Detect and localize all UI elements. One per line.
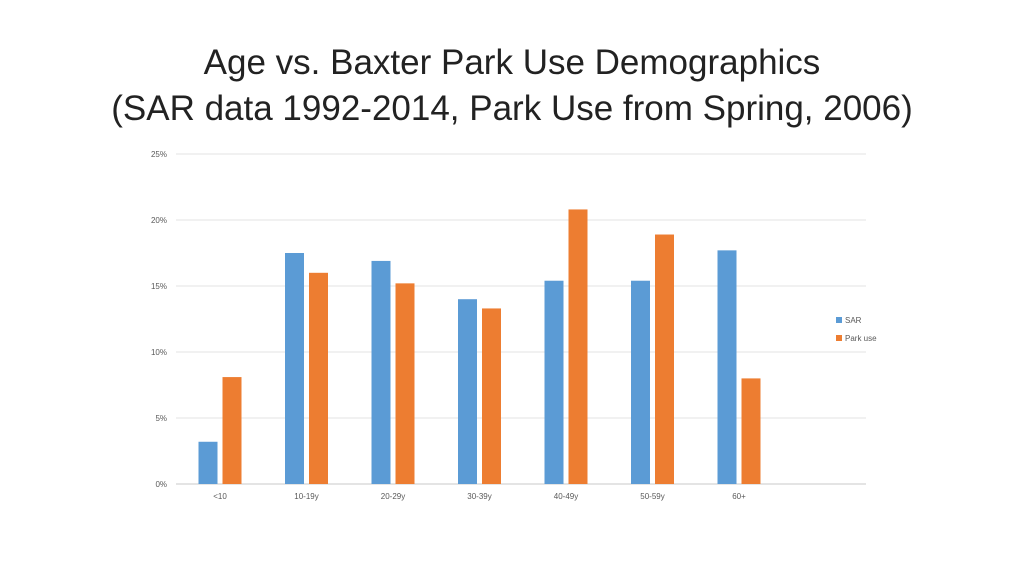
y-tick-label: 0%	[155, 480, 167, 489]
bar-park-use	[395, 283, 415, 484]
x-tick-label: 10-19y	[294, 492, 318, 501]
bar-sar	[285, 253, 304, 484]
chart-title-block: Age vs. Baxter Park Use Demographics (SA…	[0, 40, 1024, 132]
bar-park-use	[741, 378, 761, 484]
bar-sar	[717, 250, 737, 484]
x-tick-label: <10	[213, 492, 227, 501]
bar-park-use	[482, 308, 501, 484]
y-tick-label: 25%	[151, 150, 167, 159]
bar-park-use	[309, 272, 328, 484]
legend-label: Park use	[845, 334, 877, 343]
bar-sar	[631, 280, 650, 484]
y-tick-label: 15%	[151, 282, 167, 291]
bar-sar	[198, 441, 218, 484]
y-axis-ticks: 0% 5% 10% 15% 20% 25%	[151, 150, 167, 489]
bars	[198, 209, 761, 484]
y-tick-label: 20%	[151, 216, 167, 225]
legend-swatch	[836, 317, 842, 323]
y-tick-label: 5%	[155, 414, 167, 423]
bar-sar	[458, 299, 477, 484]
x-tick-label: 60+	[732, 492, 746, 501]
legend: SAR Park use	[836, 316, 877, 343]
x-axis-ticks: <10 10-19y 20-29y 30-39y 40-49y 50-59y 60+	[213, 492, 746, 501]
x-tick-label: 50-59y	[640, 492, 664, 501]
bar-park-use	[222, 377, 242, 484]
chart-title: Age vs. Baxter Park Use Demographics	[203, 43, 821, 82]
chart-subtitle: (SAR data 1992-2014, Park Use from Sprin…	[111, 89, 913, 128]
legend-label: SAR	[845, 316, 862, 325]
bar-sar	[544, 280, 564, 484]
gridlines	[176, 153, 866, 485]
bar-park-use	[568, 209, 588, 484]
y-tick-label: 10%	[151, 348, 167, 357]
bar-sar	[371, 260, 391, 484]
x-tick-label: 30-39y	[467, 492, 491, 501]
x-tick-label: 20-29y	[381, 492, 405, 501]
x-tick-label: 40-49y	[554, 492, 578, 501]
legend-swatch	[836, 335, 842, 341]
bar-park-use	[655, 234, 674, 484]
